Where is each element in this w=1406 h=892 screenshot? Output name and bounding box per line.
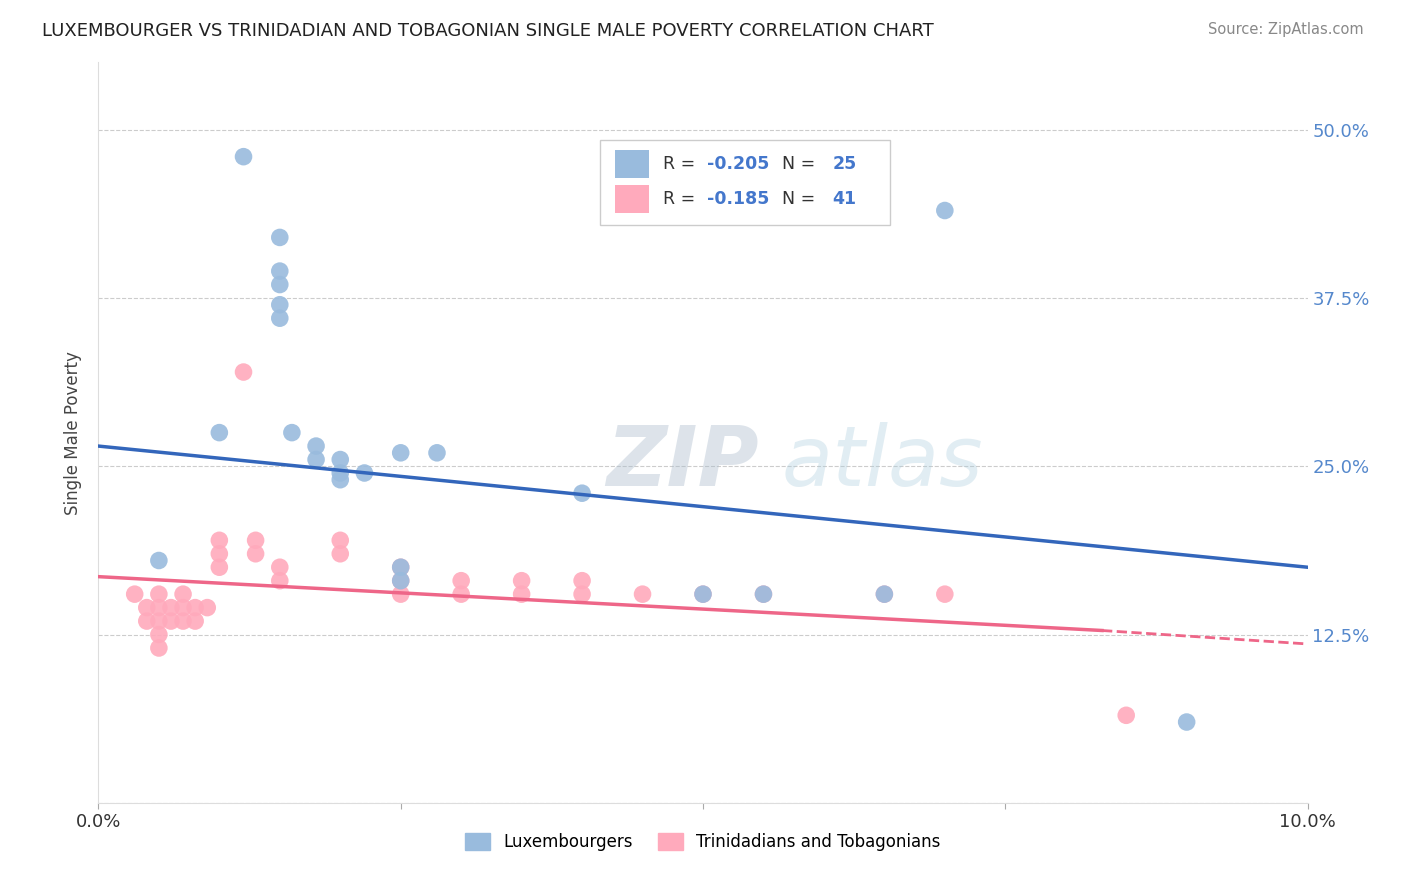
Point (281, 425, 304, 440)
Point (208, 547, 231, 561)
Point (172, 587, 194, 601)
Point (692, 587, 714, 601)
Point (269, 311, 291, 326)
Y-axis label: Single Male Poverty: Single Male Poverty (65, 351, 83, 515)
Point (148, 640, 170, 655)
Point (389, 560, 412, 574)
Point (148, 600, 170, 615)
Point (148, 627, 170, 641)
Point (269, 298, 291, 312)
Point (510, 587, 533, 601)
Legend: Luxembourgers, Trinidadians and Tobagonians: Luxembourgers, Trinidadians and Tobagoni… (458, 826, 948, 857)
Point (269, 560, 291, 574)
Text: N =: N = (770, 155, 821, 173)
Text: R =: R = (664, 155, 700, 173)
Point (631, 587, 654, 601)
Point (232, 365, 254, 379)
Point (873, 587, 896, 601)
Point (426, 446, 449, 460)
Point (571, 587, 593, 601)
Point (208, 560, 231, 574)
Point (148, 553, 170, 567)
Point (450, 574, 472, 588)
Point (510, 574, 533, 588)
Text: -0.185: -0.185 (707, 190, 769, 209)
Point (329, 547, 352, 561)
Bar (614, 186, 648, 213)
Text: atlas: atlas (782, 422, 983, 503)
Point (450, 587, 472, 601)
Text: Source: ZipAtlas.com: Source: ZipAtlas.com (1208, 22, 1364, 37)
Point (329, 466, 352, 480)
Point (389, 446, 412, 460)
Point (1115, 708, 1137, 723)
Text: LUXEMBOURGER VS TRINIDADIAN AND TOBAGONIAN SINGLE MALE POVERTY CORRELATION CHART: LUXEMBOURGER VS TRINIDADIAN AND TOBAGONI… (42, 22, 934, 40)
Text: N =: N = (770, 190, 821, 209)
Point (389, 560, 412, 574)
Point (245, 547, 267, 561)
Point (873, 587, 896, 601)
Point (195, 600, 218, 615)
Point (752, 587, 775, 601)
Point (135, 614, 157, 628)
Point (752, 587, 775, 601)
Point (232, 150, 254, 164)
Point (692, 587, 714, 601)
Point (124, 587, 146, 601)
Point (571, 574, 593, 588)
Point (160, 600, 183, 615)
FancyBboxPatch shape (600, 140, 890, 226)
Point (305, 439, 328, 453)
Point (389, 587, 412, 601)
Text: -0.205: -0.205 (707, 155, 769, 173)
Point (305, 452, 328, 467)
Text: 41: 41 (832, 190, 856, 209)
Point (160, 614, 183, 628)
Point (172, 614, 194, 628)
Point (269, 277, 291, 292)
Point (934, 203, 956, 218)
Text: ZIP: ZIP (606, 422, 759, 503)
Point (1175, 714, 1198, 729)
Point (135, 600, 157, 615)
Point (389, 574, 412, 588)
Point (172, 600, 194, 615)
Point (571, 486, 593, 500)
Point (148, 614, 170, 628)
Point (329, 452, 352, 467)
Point (269, 574, 291, 588)
Point (245, 533, 267, 548)
Point (208, 533, 231, 548)
Text: R =: R = (664, 190, 700, 209)
Point (389, 574, 412, 588)
Point (329, 533, 352, 548)
Point (184, 600, 207, 615)
Point (329, 473, 352, 487)
Point (148, 587, 170, 601)
Point (184, 614, 207, 628)
Bar (614, 150, 648, 178)
Text: 25: 25 (832, 155, 856, 173)
Point (269, 230, 291, 244)
Point (934, 587, 956, 601)
Point (208, 425, 231, 440)
Point (269, 264, 291, 278)
Point (353, 466, 375, 480)
